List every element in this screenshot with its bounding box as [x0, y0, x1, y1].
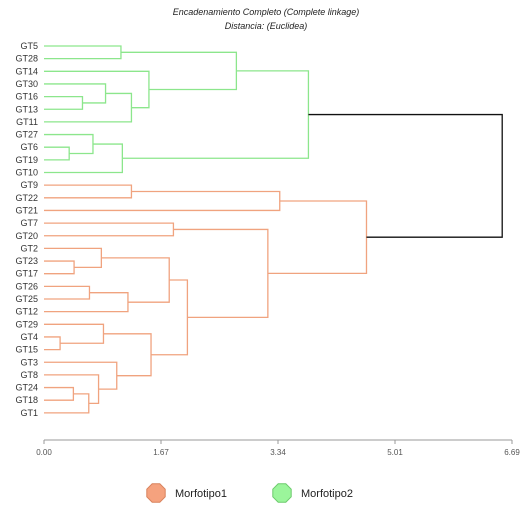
cluster-link: [44, 386, 75, 401]
x-tick-label: 6.69: [504, 448, 520, 457]
cluster-link: [44, 133, 94, 155]
legend-label: Morfotipo2: [301, 488, 353, 500]
cluster-link: [44, 336, 61, 351]
leaf-label: GT4: [20, 332, 38, 342]
cluster-link: [44, 70, 150, 109]
leaf-label: GT16: [15, 92, 38, 102]
cluster-link: [44, 184, 133, 199]
dendrogram-links: [44, 45, 503, 414]
leaf-label: GT26: [15, 281, 38, 291]
x-tick-label: 3.34: [270, 448, 286, 457]
leaf-label: GT29: [15, 319, 38, 329]
cluster-link: [267, 200, 368, 275]
leaf-label: GT1: [20, 408, 38, 418]
cluster-link: [44, 247, 103, 269]
leaf-label: GT25: [15, 294, 38, 304]
cluster-link: [44, 393, 90, 414]
x-axis: 0.00 1.67 3.34 5.01 6.69: [36, 439, 520, 457]
legend-marker-1: [146, 483, 166, 503]
leaf-labels: GT5 GT28 GT14 GT30 GT16 GT13 GT11 GT27 GT6 GT19 GT…: [15, 41, 38, 418]
leaf-label: GT8: [20, 370, 38, 380]
leaf-label: GT14: [15, 66, 38, 76]
cluster-link: [44, 83, 107, 104]
cluster-link: [44, 222, 175, 237]
leaf-label: GT18: [15, 395, 38, 405]
cluster-link: [44, 374, 100, 405]
legend-label: Morfotipo1: [175, 488, 227, 500]
legend: Morfotipo1 Morfotipo2: [146, 483, 353, 503]
leaf-label: GT3: [20, 357, 38, 367]
leaf-label: GT22: [15, 193, 38, 203]
leaf-label: GT11: [16, 117, 38, 127]
cluster-link: [44, 323, 105, 344]
leaf-label: GT17: [15, 269, 38, 279]
leaf-label: GT21: [15, 205, 38, 215]
cluster-link: [44, 285, 91, 300]
leaf-label: GT28: [15, 54, 38, 64]
cluster-link: [44, 45, 122, 60]
cluster-link: [44, 92, 133, 123]
leaf-label: GT10: [15, 168, 38, 178]
cluster-link: [122, 70, 310, 159]
leaf-label: GT7: [20, 218, 38, 228]
leaf-label: GT5: [20, 41, 38, 51]
cluster-link: [44, 143, 123, 174]
chart-subtitle: Distancia: (Euclidea): [225, 21, 308, 31]
leaf-label: GT24: [15, 383, 38, 393]
cluster-link: [44, 361, 118, 390]
leaf-label: GT23: [15, 256, 38, 266]
cluster-link: [103, 333, 152, 377]
root-link: [308, 113, 503, 238]
cluster-link: [44, 292, 129, 313]
x-tick-label: 5.01: [387, 448, 403, 457]
cluster-link: [44, 95, 84, 110]
leaf-label: GT2: [20, 243, 38, 253]
leaf-label: GT13: [15, 104, 38, 114]
leaf-label: GT6: [20, 142, 38, 152]
cluster-link: [151, 279, 189, 356]
x-tick-label: 0.00: [36, 448, 52, 457]
legend-marker-2: [272, 483, 292, 503]
leaf-label: GT12: [15, 307, 38, 317]
cluster-link: [44, 260, 75, 275]
leaf-label: GT19: [15, 155, 38, 165]
cluster-link: [101, 257, 170, 303]
cluster-link: [44, 146, 70, 161]
leaf-label: GT20: [15, 231, 38, 241]
leaf-label: GT15: [15, 345, 38, 355]
x-tick-label: 1.67: [153, 448, 169, 457]
leaf-label: GT30: [15, 79, 38, 89]
leaf-label: GT9: [20, 180, 38, 190]
chart-title: Encadenamiento Completo (Complete linkag…: [173, 7, 360, 17]
cluster-link: [44, 190, 281, 212]
leaf-label: GT27: [15, 130, 38, 140]
